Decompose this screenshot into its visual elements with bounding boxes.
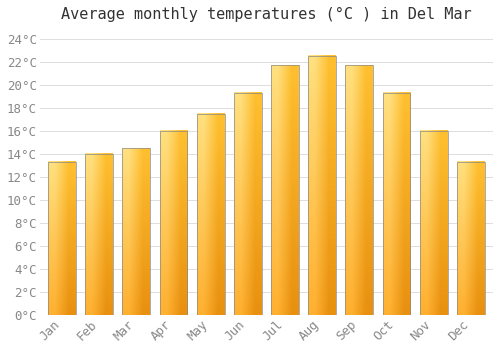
Bar	[85, 154, 113, 315]
Bar	[420, 131, 448, 315]
Bar	[196, 114, 224, 315]
Bar	[271, 65, 299, 315]
Title: Average monthly temperatures (°C ) in Del Mar: Average monthly temperatures (°C ) in De…	[61, 7, 472, 22]
Bar	[48, 162, 76, 315]
Bar	[122, 148, 150, 315]
Bar	[457, 162, 484, 315]
Bar	[234, 93, 262, 315]
Bar	[160, 131, 188, 315]
Bar	[346, 65, 373, 315]
Bar	[382, 93, 410, 315]
Bar	[308, 56, 336, 315]
